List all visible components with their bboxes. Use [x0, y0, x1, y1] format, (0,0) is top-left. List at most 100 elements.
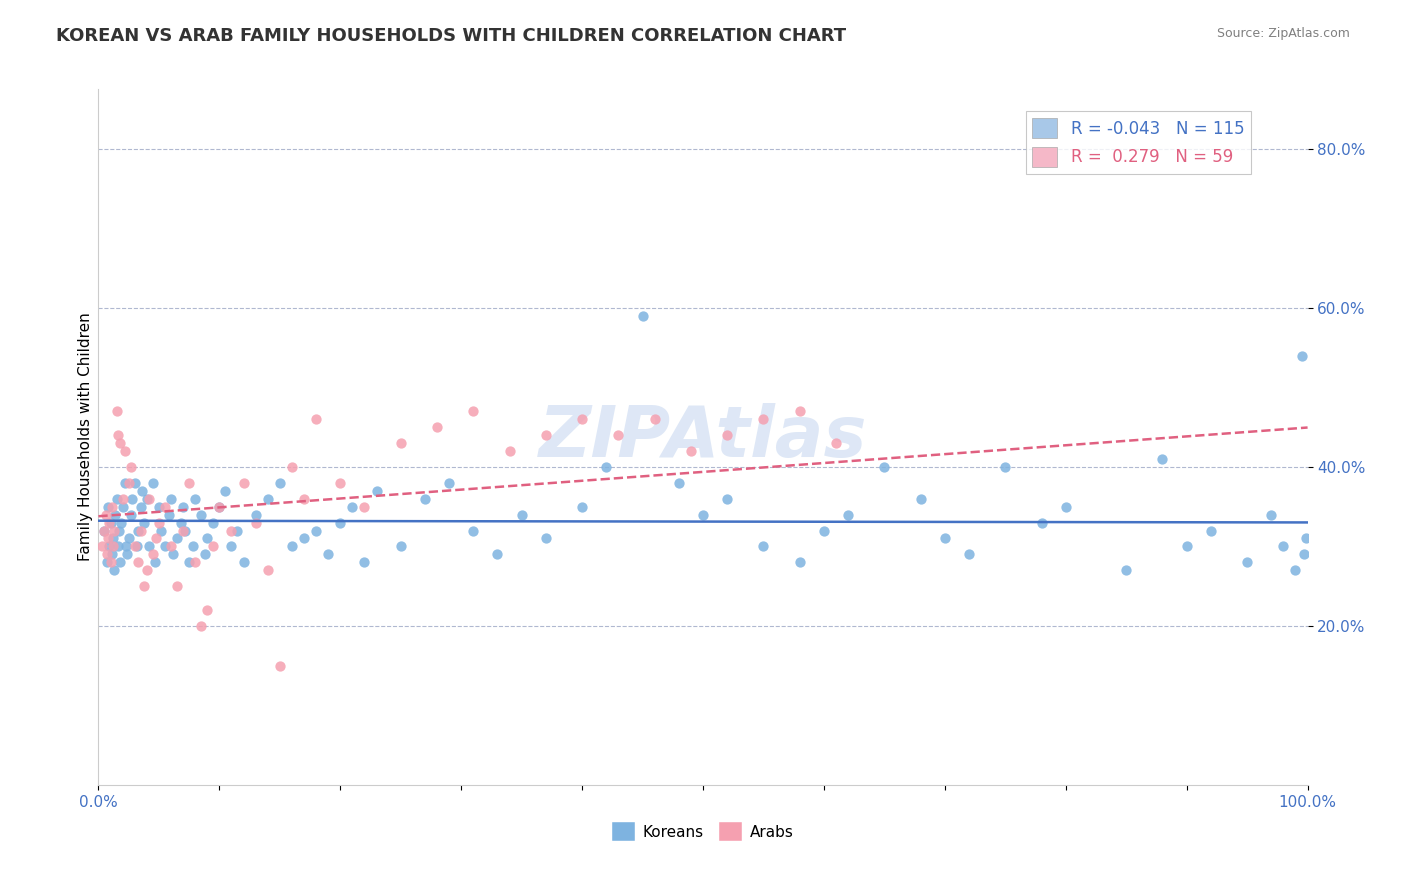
Point: [316, 547, 339, 561]
Point: [145, 532, 167, 546]
Point: [208, 500, 231, 514]
Point: [534, 532, 557, 546]
Point: [111, 500, 134, 514]
Point: [98, 516, 121, 530]
Point: [103, 524, 125, 538]
Point: [124, 475, 146, 490]
Point: [837, 508, 859, 522]
Point: [281, 459, 304, 474]
Y-axis label: Family Households with Children: Family Households with Children: [77, 313, 93, 561]
Point: [1260, 508, 1282, 522]
Point: [184, 555, 207, 569]
Point: [96, 555, 118, 569]
Point: [129, 500, 152, 514]
Point: [138, 540, 160, 554]
Point: [789, 555, 811, 569]
Point: [127, 524, 149, 538]
Point: [127, 540, 149, 554]
Point: [256, 563, 278, 577]
Point: [245, 516, 267, 530]
Point: [1054, 500, 1077, 514]
Point: [716, 491, 738, 506]
Point: [148, 500, 170, 514]
Point: [353, 500, 375, 514]
Point: [111, 491, 134, 506]
Point: [342, 500, 364, 514]
Point: [353, 555, 375, 569]
Point: [994, 459, 1017, 474]
Point: [571, 412, 593, 426]
Point: [813, 524, 835, 538]
Point: [142, 475, 165, 490]
Point: [366, 483, 388, 498]
Point: [825, 436, 848, 450]
Point: [1292, 547, 1315, 561]
Point: [752, 412, 775, 426]
Point: [571, 500, 593, 514]
Point: [269, 475, 291, 490]
Point: [108, 524, 131, 538]
Point: [190, 619, 212, 633]
Point: [1236, 555, 1258, 569]
Point: [426, 420, 449, 434]
Point: [631, 309, 654, 323]
Point: [105, 491, 128, 506]
Point: [226, 524, 249, 538]
Point: [103, 563, 125, 577]
Point: [389, 436, 412, 450]
Point: [134, 516, 156, 530]
Point: [1272, 540, 1295, 554]
Point: [166, 579, 188, 593]
Point: [107, 540, 129, 554]
Point: [135, 491, 157, 506]
Point: [202, 540, 225, 554]
Point: [114, 475, 136, 490]
Point: [256, 491, 278, 506]
Point: [96, 547, 118, 561]
Point: [174, 524, 197, 538]
Point: [153, 500, 176, 514]
Point: [934, 532, 956, 546]
Point: [100, 547, 122, 561]
Point: [143, 555, 166, 569]
Point: [292, 491, 315, 506]
Point: [1291, 349, 1313, 363]
Point: [194, 547, 217, 561]
Point: [463, 524, 485, 538]
Point: [463, 404, 485, 418]
Point: [668, 475, 690, 490]
Point: [93, 524, 115, 538]
Point: [166, 532, 188, 546]
Point: [179, 555, 201, 569]
Point: [1199, 524, 1222, 538]
Point: [232, 555, 254, 569]
Point: [752, 540, 775, 554]
Point: [910, 491, 932, 506]
Point: [232, 475, 254, 490]
Point: [221, 524, 243, 538]
Point: [100, 555, 122, 569]
Point: [124, 540, 146, 554]
Point: [97, 532, 120, 546]
Point: [131, 483, 153, 498]
Point: [195, 532, 218, 546]
Point: [169, 516, 191, 530]
Point: [138, 491, 160, 506]
Point: [98, 540, 121, 554]
Point: [148, 516, 170, 530]
Legend: Koreans, Arabs: Koreans, Arabs: [606, 816, 800, 847]
Point: [1284, 563, 1306, 577]
Point: [172, 524, 194, 538]
Point: [607, 428, 630, 442]
Point: [160, 540, 183, 554]
Point: [305, 524, 328, 538]
Point: [202, 516, 225, 530]
Point: [97, 500, 120, 514]
Point: [292, 532, 315, 546]
Point: [1295, 532, 1317, 546]
Text: ZIPAtlas: ZIPAtlas: [538, 402, 868, 472]
Point: [107, 428, 129, 442]
Point: [153, 540, 176, 554]
Point: [1152, 452, 1174, 467]
Point: [873, 459, 896, 474]
